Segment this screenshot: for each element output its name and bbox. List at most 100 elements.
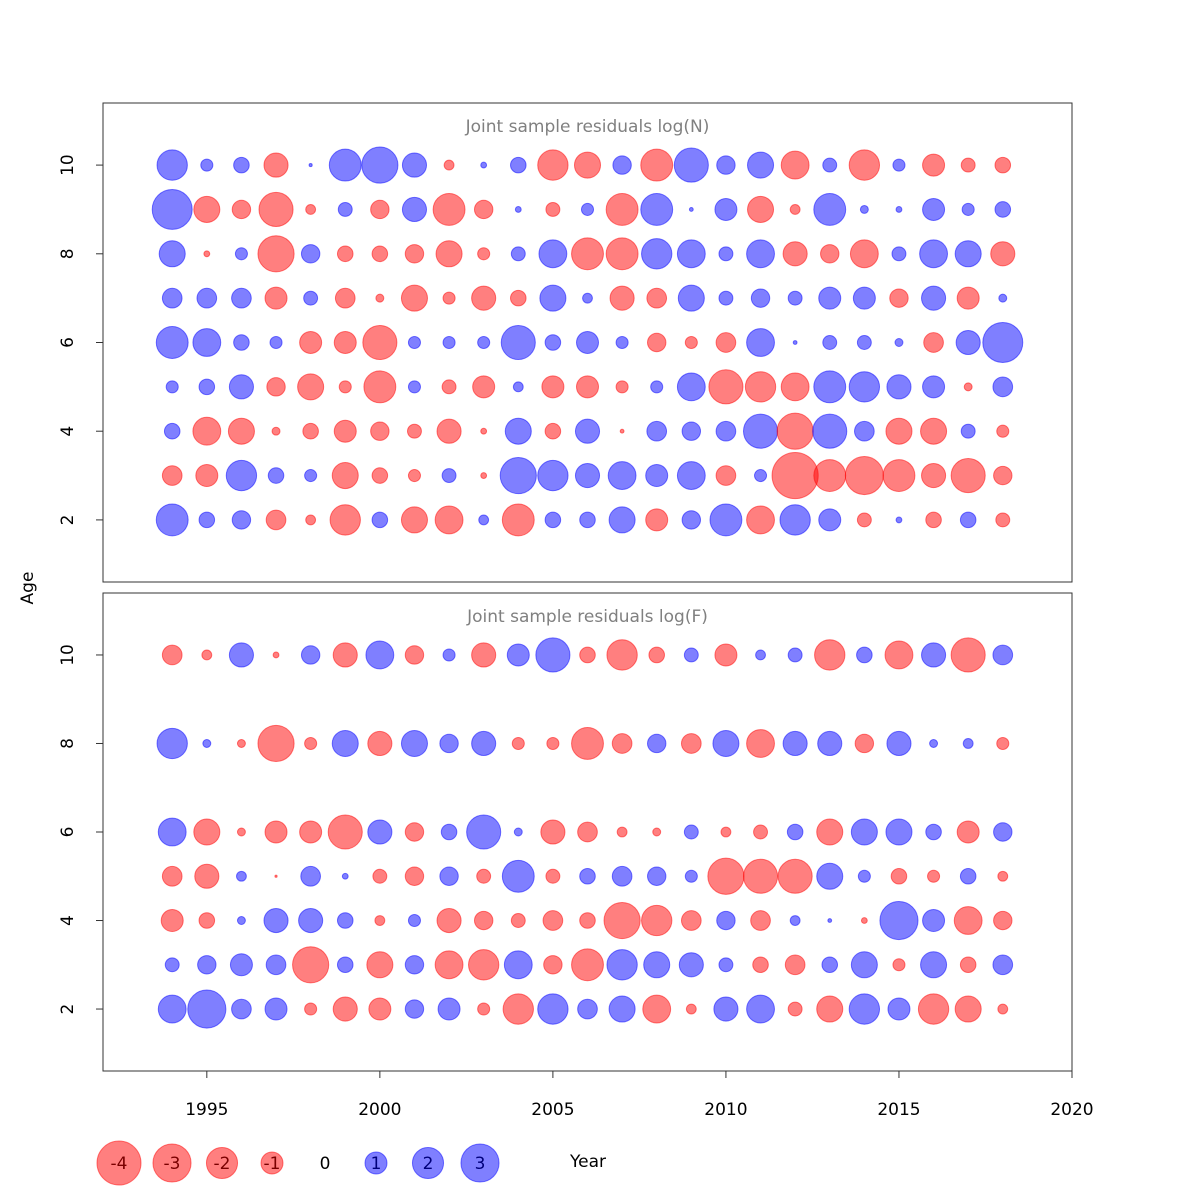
residual-bubble bbox=[541, 375, 565, 399]
legend-label: -4 bbox=[111, 1154, 128, 1174]
residual-bubble bbox=[501, 859, 535, 893]
y-tick-label: 10 bbox=[58, 154, 78, 176]
residual-bubble bbox=[681, 510, 702, 530]
residual-bubble bbox=[854, 420, 875, 442]
legend-label: 2 bbox=[423, 1154, 434, 1174]
residual-bubble bbox=[961, 202, 975, 216]
residual-bubble bbox=[886, 730, 912, 757]
residual-bubble bbox=[646, 287, 668, 309]
residual-bubble bbox=[892, 158, 906, 172]
residual-bubble bbox=[192, 416, 222, 446]
residual-bubble bbox=[956, 286, 980, 310]
residual-bubble bbox=[401, 196, 428, 222]
residual-bubble bbox=[194, 863, 220, 889]
residual-bubble bbox=[227, 417, 255, 445]
residual-bubble bbox=[271, 426, 281, 436]
residual-bubble bbox=[963, 382, 973, 392]
residual-bubble bbox=[537, 993, 569, 1025]
residual-bubble bbox=[962, 738, 974, 749]
residual-bubble bbox=[641, 904, 673, 937]
residual-bubble bbox=[502, 993, 534, 1025]
residual-bubble bbox=[960, 157, 976, 173]
residual-bubble bbox=[571, 727, 604, 760]
residual-bubble bbox=[619, 428, 625, 434]
residual-bubble bbox=[440, 823, 458, 841]
residual-bubble bbox=[678, 952, 704, 978]
residual-bubble bbox=[777, 858, 813, 894]
residual-bubble bbox=[434, 505, 464, 535]
x-tick-label: 2000 bbox=[358, 1100, 401, 1120]
residual-bubble bbox=[647, 733, 667, 754]
residual-bubble bbox=[645, 508, 669, 532]
legend-label: 1 bbox=[371, 1154, 382, 1174]
residual-bubble bbox=[198, 378, 216, 396]
residual-bubble bbox=[203, 250, 211, 258]
residual-bubble bbox=[155, 326, 189, 359]
residual-bubble bbox=[921, 463, 947, 489]
residual-bubble bbox=[673, 147, 709, 183]
residual-bubble bbox=[193, 195, 221, 223]
residual-bubble bbox=[468, 949, 500, 981]
residual-bubble bbox=[816, 862, 844, 890]
residual-bubble bbox=[676, 372, 706, 402]
residual-bubble bbox=[577, 821, 598, 843]
residual-bubble bbox=[499, 456, 537, 495]
residual-bubble bbox=[443, 159, 455, 171]
residual-bubble bbox=[332, 642, 358, 668]
residual-bubble bbox=[158, 240, 186, 268]
residual-bubble bbox=[503, 950, 533, 980]
residual-bubble bbox=[852, 286, 876, 310]
residual-bubble bbox=[366, 951, 394, 979]
residual-bubble bbox=[959, 956, 977, 974]
residual-bubble bbox=[231, 199, 252, 220]
x-axis-label: Year bbox=[569, 1152, 606, 1172]
legend-label: 0 bbox=[320, 1154, 331, 1174]
residual-bubble bbox=[920, 417, 948, 445]
residual-bubble bbox=[480, 427, 488, 435]
residual-bubble bbox=[782, 241, 808, 267]
residual-bubble bbox=[848, 993, 881, 1025]
legend-bubble bbox=[205, 1146, 239, 1180]
residual-bubble bbox=[879, 900, 919, 941]
residual-bubble bbox=[466, 814, 502, 850]
residual-bubble bbox=[645, 464, 669, 488]
residual-bubble bbox=[200, 158, 214, 172]
residual-bubble bbox=[434, 950, 464, 980]
residual-bubble bbox=[712, 729, 740, 757]
residual-bubble bbox=[236, 739, 246, 748]
residual-bubble bbox=[611, 865, 633, 887]
residual-bubble bbox=[228, 642, 254, 668]
residual-bubble bbox=[331, 462, 359, 490]
residual-bubble bbox=[746, 729, 775, 758]
residual-bubble bbox=[161, 287, 183, 309]
residual-bubble bbox=[787, 647, 803, 663]
residual-bubble bbox=[652, 827, 662, 837]
residual-bubble bbox=[718, 246, 734, 262]
y-tick-label: 2 bbox=[58, 1004, 78, 1015]
residual-bubble bbox=[709, 503, 743, 537]
residual-bubble bbox=[954, 240, 982, 268]
residual-bubble bbox=[442, 648, 456, 662]
residual-bubble bbox=[776, 412, 814, 450]
residual-bubble bbox=[367, 730, 393, 757]
residual-bubble bbox=[683, 647, 699, 663]
residual-bubble bbox=[165, 380, 179, 394]
residual-bubble bbox=[300, 865, 321, 887]
residual-bubble bbox=[648, 646, 665, 664]
residual-bubble bbox=[742, 413, 779, 449]
residual-bubble bbox=[471, 642, 497, 668]
panel-title: Joint sample residuals log(N) bbox=[465, 117, 710, 137]
residual-bubble bbox=[779, 504, 811, 536]
residual-bubble bbox=[753, 824, 768, 840]
y-tick-label: 10 bbox=[58, 644, 78, 666]
residual-bubble bbox=[264, 997, 288, 1021]
residual-bubble bbox=[579, 511, 596, 529]
residual-bubble bbox=[163, 422, 181, 440]
residual-bubble bbox=[822, 335, 838, 350]
residual-bubble bbox=[683, 824, 699, 840]
residual-bubble bbox=[684, 869, 698, 883]
residual-bubble bbox=[473, 910, 494, 931]
residual-bubble bbox=[607, 461, 637, 490]
residual-bubble bbox=[304, 736, 318, 751]
